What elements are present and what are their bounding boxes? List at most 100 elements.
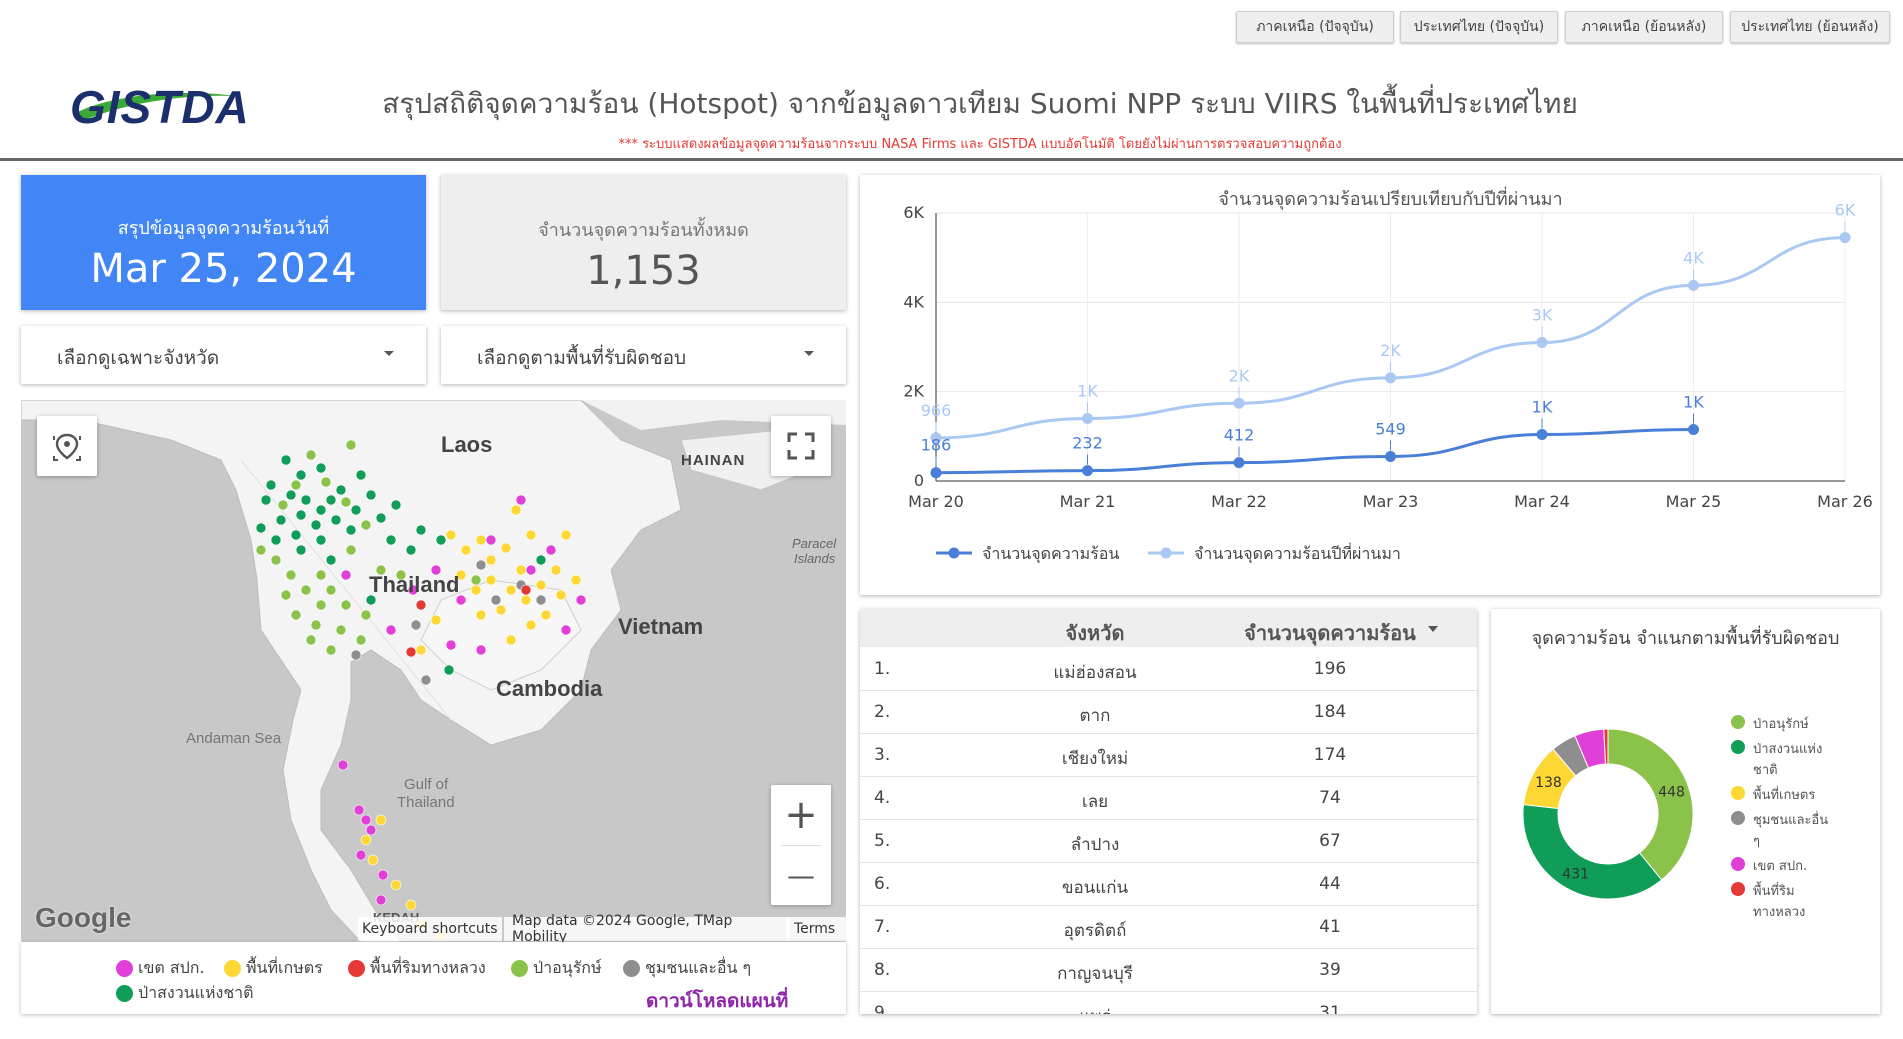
legend-dot [116,985,133,1002]
col-header-count[interactable]: จำนวนจุดความร้อน [1244,621,1416,645]
terms-link[interactable]: Terms [786,917,850,941]
legend-label: พื้นที่ริมทางหลวง [370,958,486,977]
zoom-divider [781,845,821,846]
donut-slice[interactable] [1603,728,1609,765]
location-pin-icon [53,433,81,461]
gistda-logo: GISTDA [70,81,250,133]
chart-title: จำนวนจุดความร้อนเปรียบเทียบกับปีที่ผ่านม… [1218,186,1562,210]
legend-label: พื้นที่เกษตร [246,958,323,977]
download-map-link[interactable]: ดาวน์โหลดแผนที่ [646,990,789,1012]
disclaimer-text: *** ระบบแสดงผลข้อมูลจุดความร้อนจากระบบ N… [618,137,1342,152]
zoom-control: + — [771,785,831,905]
date-summary-card: สรุปข้อมูลจุดความร้อนวันที่ Mar 25, 2024 [21,175,426,310]
legend-label: เขต สปก. [1753,859,1808,874]
table-row[interactable]: 1. แม่ฮ่องสอน 196 [860,647,1477,691]
data-label: 232 [1072,434,1103,453]
data-label: 549 [1375,419,1406,438]
data-label: 1K [1077,381,1098,400]
data-point [1839,232,1851,244]
data-point [1536,337,1548,349]
row-number: 2. [874,702,891,722]
sort-desc-icon[interactable] [1428,626,1438,632]
btn-thailand-current[interactable]: ประเทศไทย (ปัจจุบัน) [1400,11,1558,43]
table-row[interactable]: 8. กาญจนบุรี 39 [860,948,1477,992]
google-logo: Google [35,902,132,933]
hotspot-comparison-chart: จำนวนจุดความร้อนเปรียบเทียบกับปีที่ผ่านม… [903,186,1872,564]
zoom-in-button[interactable]: + [784,792,818,838]
hotspot-map[interactable]: Laos HAINAN Paracel Islands Thailand Vie… [21,400,846,942]
donut-legend-item: พื้นที่เกษตร [1731,784,1876,805]
donut-legend: ป่าอนุรักษ์ ป่าสงวนแห่ง ชาติ พื้นที่เกษตร ชุ… [1731,713,1876,926]
row-count: 31 [1319,1003,1341,1014]
fullscreen-button[interactable] [771,416,831,476]
legend-dot [224,960,241,977]
map-label-islands: Islands [794,551,836,566]
map-label-laos: Laos [441,432,493,457]
legend-label: ชาติ [1753,763,1778,778]
row-province: ลำปาง [1070,835,1120,855]
x-tick-label: Mar 22 [1211,492,1267,511]
fullscreen-icon [787,432,815,460]
legend-dot [623,960,640,977]
area-filter-dropdown[interactable]: เลือกดูตามพื้นที่รับผิดชอบ [441,326,846,384]
x-tick-label: Mar 21 [1060,492,1116,511]
btn-thailand-past[interactable]: ประเทศไทย (ย้อนหลัง) [1730,11,1890,43]
legend-dot [1731,715,1745,729]
btn-north-past[interactable]: ภาคเหนือ (ย้อนหลัง) [1565,11,1723,43]
table-row[interactable]: 9. แพร่ 31 [860,991,1477,1014]
donut-slice-label: 448 [1658,784,1685,800]
zoom-out-button[interactable]: — [787,858,815,892]
donut-slice[interactable] [1522,804,1663,900]
map-label-andaman: Andaman Sea [186,730,282,747]
legend-label: ชุมชนและอื่น [1753,813,1829,828]
table-row[interactable]: 7. อุตรดิตถ์ 41 [860,905,1477,949]
data-point [1082,465,1093,477]
row-number: 6. [874,874,891,894]
legend-dot [348,960,365,977]
donut-legend-item: เขต สปก. [1731,855,1876,876]
legend-dot [1731,857,1745,871]
map-label-gulf: Gulf of [404,776,449,793]
y-tick-label: 6K [903,203,924,222]
btn-north-current[interactable]: ภาคเหนือ (ปัจจุบัน) [1236,11,1394,43]
data-point [1385,372,1396,384]
x-tick-label: Mar 20 [908,492,964,511]
donut-legend-item: ป่าอนุรักษ์ [1731,713,1876,734]
keyboard-shortcuts-link[interactable]: Keyboard shortcuts [358,917,502,941]
total-hotspot-card: จำนวนจุดความร้อนทั้งหมด 1,153 [441,175,846,310]
legend-dot [1731,882,1745,896]
row-province: ขอนแก่น [1061,878,1129,898]
date-value: Mar 25, 2024 [90,246,357,292]
col-header-province[interactable]: จังหวัด [1065,621,1125,645]
data-point [1536,429,1548,441]
row-number: 1. [874,659,891,679]
locate-me-button[interactable] [37,416,97,476]
row-number: 3. [874,745,891,765]
map-data-attribution: Map data ©2024 Google, TMap Mobility [504,913,790,945]
table-row[interactable]: 4. เลย 74 [860,776,1477,820]
legend-label: ป่าสงวนแห่งชาติ [138,983,254,1002]
donut-slice-label: 431 [1562,866,1589,882]
data-label: 966 [921,401,952,420]
table-row[interactable]: 6. ขอนแก่น 44 [860,862,1477,906]
legend-label: ทางหลวง [1753,905,1806,920]
row-count: 174 [1313,745,1347,765]
line-chart-card: จำนวนจุดความร้อนเปรียบเทียบกับปีที่ผ่านม… [860,175,1880,595]
x-tick-label: Mar 23 [1363,492,1419,511]
legend-label: ป่าอนุรักษ์ [533,958,602,977]
y-tick-label: 0 [914,471,924,490]
table-row[interactable]: 3. เชียงใหม่ 174 [860,733,1477,777]
province-table: จังหวัด จำนวนจุดความร้อน 1. แม่ฮ่องสอน 196… [860,609,1477,1014]
legend-item-reserved: ป่าสงวนแห่งชาติ [116,981,254,1006]
data-label: 412 [1224,426,1255,445]
y-tick-label: 4K [903,292,924,311]
table-row[interactable]: 2. ตาก 184 [860,690,1477,734]
province-filter-dropdown[interactable]: เลือกดูเฉพาะจังหวัด [21,326,426,384]
row-province: แพร่ [980,1003,1210,1014]
data-label: 4K [1683,248,1704,267]
data-label: 1K [1683,392,1704,411]
legend-marker [948,547,960,559]
map-label-thailand: Thailand [369,572,460,597]
donut-slice[interactable] [1607,728,1694,881]
table-row[interactable]: 5. ลำปาง 67 [860,819,1477,863]
